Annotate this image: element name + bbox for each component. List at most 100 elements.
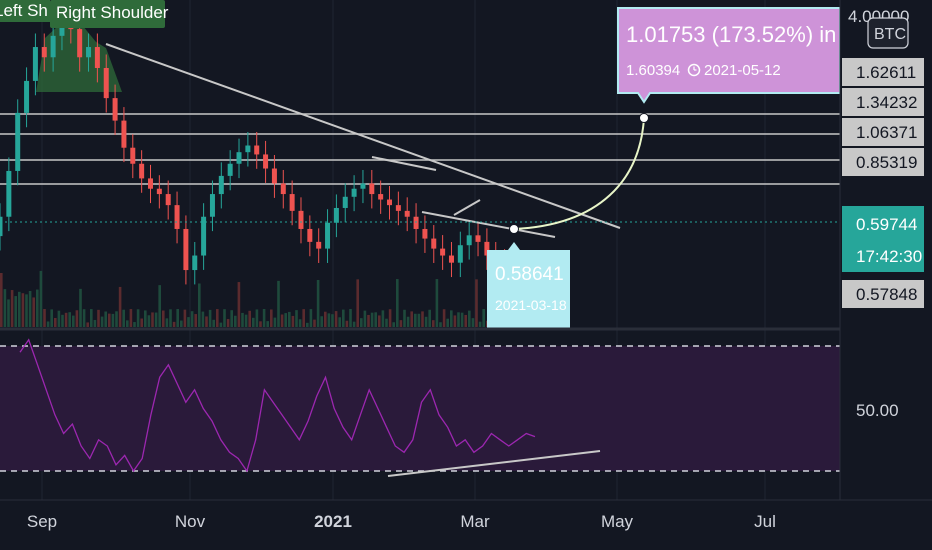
volume-bar xyxy=(421,311,424,327)
candle-body xyxy=(121,120,127,148)
volume-bar xyxy=(342,309,345,327)
volume-bar xyxy=(270,309,273,327)
volume-bar xyxy=(18,291,21,327)
volume-bar xyxy=(284,313,287,327)
candle-body xyxy=(422,228,428,239)
volume-bar xyxy=(388,309,392,327)
last-price-text: 0.59744 xyxy=(856,215,917,234)
candle-body xyxy=(227,163,233,176)
volume-bar xyxy=(64,312,68,327)
volume-bar xyxy=(460,312,464,327)
symbol-badge[interactable]: BTC xyxy=(867,17,909,49)
horizontal-levels xyxy=(0,113,840,185)
rsi-trendline xyxy=(387,450,601,477)
volume-bar xyxy=(244,314,248,327)
volume-bar xyxy=(316,279,320,327)
volume-bar xyxy=(468,310,471,327)
time-axis-tick: Nov xyxy=(175,512,206,531)
candle-body xyxy=(369,183,375,195)
low-point-marker xyxy=(509,224,519,234)
candle-body xyxy=(325,222,331,249)
volume-bar xyxy=(144,310,147,327)
volume-bar xyxy=(435,279,439,327)
price-level-1: 1.62611 xyxy=(856,63,916,82)
volume-bar xyxy=(165,318,169,327)
volume-bar xyxy=(25,294,28,327)
volume-bar xyxy=(453,315,457,327)
volume-bar xyxy=(7,299,10,327)
volume-bar xyxy=(482,309,485,327)
volume-bar xyxy=(154,312,158,327)
volume-bar xyxy=(262,309,266,327)
volume-bar xyxy=(255,309,259,327)
volume-bar xyxy=(230,310,233,327)
low-price-text: 0.58641 xyxy=(495,264,564,285)
volume-bar xyxy=(226,319,230,327)
volume-bar xyxy=(216,309,219,327)
candle-body xyxy=(245,145,251,153)
volume-bar xyxy=(374,312,377,327)
volume-bar xyxy=(39,270,43,327)
symbol-badge-text: BTC xyxy=(874,26,906,43)
candle-body xyxy=(466,235,472,246)
volume-bar xyxy=(129,309,133,327)
volume-bar xyxy=(75,310,79,327)
candle-body xyxy=(112,98,118,121)
candle-body xyxy=(174,205,180,229)
volume-bar xyxy=(320,316,323,327)
volume-bar xyxy=(280,314,284,327)
volume-bar xyxy=(151,312,154,327)
candle-body xyxy=(94,47,100,69)
left-shoulder-text: Left Sh xyxy=(0,1,48,20)
time-axis-tick: Mar xyxy=(460,512,490,531)
candle-body xyxy=(395,205,401,211)
countdown-text: 17:42:30 xyxy=(856,247,922,266)
low-date-text: 2021-03-18 xyxy=(495,297,567,313)
volume-bar xyxy=(428,309,431,327)
volume-bar xyxy=(432,320,435,327)
bottom-price-text: 0.57848 xyxy=(856,285,917,304)
volume-bar xyxy=(324,311,327,327)
clock-icon xyxy=(687,63,701,77)
volume-bar xyxy=(68,312,71,327)
volume-bar xyxy=(399,320,403,327)
volume-bar xyxy=(338,317,341,327)
projection-date-text: 2021-05-12 xyxy=(704,62,781,79)
volume-bar xyxy=(327,313,331,327)
low-label: 0.58641 2021-03-18 xyxy=(487,242,570,328)
volume-bar xyxy=(478,321,482,327)
volume-bar xyxy=(439,322,442,327)
candle-body xyxy=(271,168,277,184)
volume-bar xyxy=(108,313,111,327)
volume-bar xyxy=(363,310,367,327)
candle-body xyxy=(77,29,83,58)
candle-body xyxy=(201,216,207,256)
volume-bar xyxy=(72,315,75,327)
volume-bar xyxy=(457,312,460,327)
right-shoulder-text: Right Shoulder xyxy=(56,3,169,22)
candle-body xyxy=(41,47,47,58)
volume-bar xyxy=(169,309,172,327)
volume-bar xyxy=(291,315,295,327)
volume-bar xyxy=(252,317,255,327)
candle-body xyxy=(351,188,357,197)
candle-body xyxy=(307,228,313,242)
volume-bar xyxy=(237,282,241,327)
volume-bar xyxy=(205,316,208,327)
time-axis[interactable]: Sep Nov 2021 Mar May Jul xyxy=(27,512,776,531)
volume-bar xyxy=(136,309,140,327)
volume-bar xyxy=(406,316,410,327)
volume-bar xyxy=(352,321,356,327)
volume-bar xyxy=(86,322,89,327)
time-axis-tick: Sep xyxy=(27,512,57,531)
candle-body xyxy=(218,175,224,195)
candle-body xyxy=(333,207,339,223)
volume-bar xyxy=(234,315,237,327)
volume-bar xyxy=(424,316,428,327)
candle-body xyxy=(457,245,463,263)
volume-bar xyxy=(381,310,385,327)
volume-bar xyxy=(28,290,32,327)
volume-bar xyxy=(273,317,277,327)
volume-bar xyxy=(223,309,226,327)
